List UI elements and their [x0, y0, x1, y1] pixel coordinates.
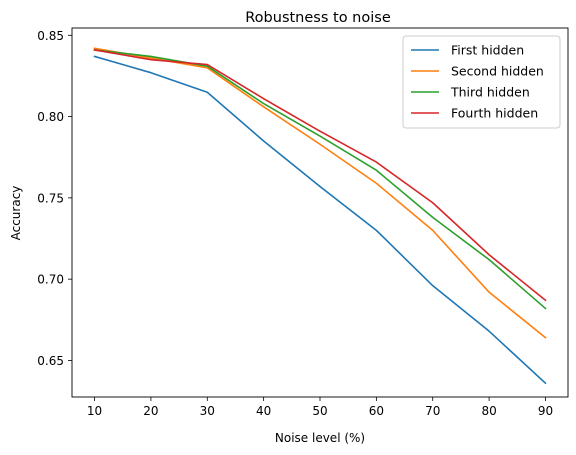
- series-line-first-hidden: [93, 55, 547, 385]
- x-tick-label: 50: [312, 404, 327, 418]
- x-tick-label: 80: [481, 404, 496, 418]
- chart-title: Robustness to noise: [245, 10, 391, 26]
- y-axis-label: Accuracy: [9, 186, 23, 241]
- legend-box: [402, 35, 561, 129]
- y-tick-label: 0.85: [37, 29, 64, 43]
- y-tick-label: 0.65: [37, 354, 64, 368]
- x-tick-label: 60: [369, 404, 384, 418]
- series-line-fourth-hidden: [93, 49, 547, 302]
- legend-label-fourth-hidden: Fourth hidden: [451, 106, 538, 121]
- legend-label-third-hidden: Third hidden: [450, 85, 530, 100]
- x-tick-label: 30: [200, 404, 215, 418]
- x-tick-label: 10: [87, 404, 102, 418]
- x-tick-label: 20: [143, 404, 158, 418]
- y-tick-label: 0.80: [37, 110, 64, 124]
- x-axis-label: Noise level (%): [275, 431, 365, 445]
- x-tick-label: 70: [425, 404, 440, 418]
- legend-label-second-hidden: Second hidden: [451, 64, 544, 79]
- x-tick-label: 90: [538, 404, 553, 418]
- legend-label-first-hidden: First hidden: [451, 43, 524, 58]
- series-line-third-hidden: [93, 49, 547, 310]
- y-tick-label: 0.75: [37, 191, 64, 205]
- legend: First hidden Second hidden Third hidden Fou…: [402, 35, 561, 129]
- x-tick-label: 40: [256, 404, 271, 418]
- y-tick-label: 0.70: [37, 273, 64, 287]
